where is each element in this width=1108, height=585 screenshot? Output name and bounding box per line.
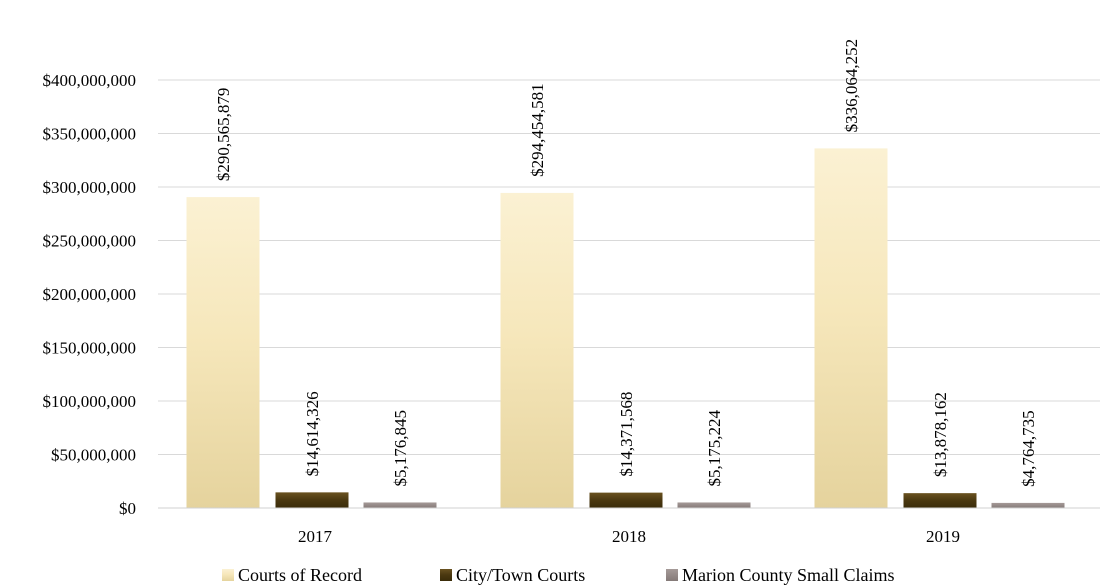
y-tick-label: $0 (119, 499, 136, 518)
y-tick-label: $100,000,000 (43, 392, 137, 411)
bar-courts-of-record-2019 (814, 148, 888, 508)
legend-label: City/Town Courts (456, 565, 585, 585)
y-tick-label: $50,000,000 (51, 446, 136, 465)
x-tick-label: 2019 (926, 527, 960, 546)
y-tick-label: $200,000,000 (43, 285, 137, 304)
data-label: $14,371,568 (617, 392, 636, 477)
data-label: $294,454,581 (528, 83, 547, 177)
legend-swatch (222, 569, 234, 581)
legend-label: Marion County Small Claims (682, 565, 895, 585)
legend: Courts of Record City/Town Courts Marion C… (222, 565, 895, 585)
legend-swatch (440, 569, 452, 581)
y-tick-label: $300,000,000 (43, 178, 137, 197)
bar-courts-of-record-2018 (500, 192, 574, 508)
bars (186, 148, 1065, 508)
data-label: $5,176,845 (391, 410, 410, 487)
bar-city-town-courts-2017 (275, 492, 349, 508)
bar-city-town-courts-2018 (589, 492, 663, 508)
bar-marion-county-small-claims-2017 (363, 502, 437, 508)
legend-label: Courts of Record (238, 565, 362, 585)
x-tick-label: 2018 (612, 527, 646, 546)
bar-marion-county-small-claims-2018 (677, 502, 751, 508)
y-tick-label: $350,000,000 (43, 125, 137, 144)
bar-courts-of-record-2017 (186, 197, 260, 508)
bar-marion-county-small-claims-2019 (991, 502, 1065, 508)
data-label: $290,565,879 (214, 88, 233, 182)
y-axis: $0 $50,000,000 $100,000,000 $150,000,000 $20… (43, 71, 137, 518)
data-label: $4,764,735 (1019, 410, 1038, 487)
data-label: $13,878,162 (931, 392, 950, 477)
y-tick-label: $150,000,000 (43, 339, 137, 358)
bar-city-town-courts-2019 (903, 493, 977, 508)
x-tick-label: 2017 (298, 527, 333, 546)
data-label: $14,614,326 (303, 391, 322, 476)
data-label: $336,064,252 (842, 39, 861, 133)
legend-swatch (666, 569, 678, 581)
x-axis: 2017 2018 2019 (158, 507, 1100, 546)
data-label: $5,175,224 (705, 409, 724, 486)
data-labels: $290,565,879 $14,614,326 $5,176,845 $294,45… (214, 39, 1038, 487)
y-tick-label: $250,000,000 (43, 232, 137, 251)
gridlines (158, 79, 1100, 509)
y-tick-label: $400,000,000 (43, 71, 137, 90)
